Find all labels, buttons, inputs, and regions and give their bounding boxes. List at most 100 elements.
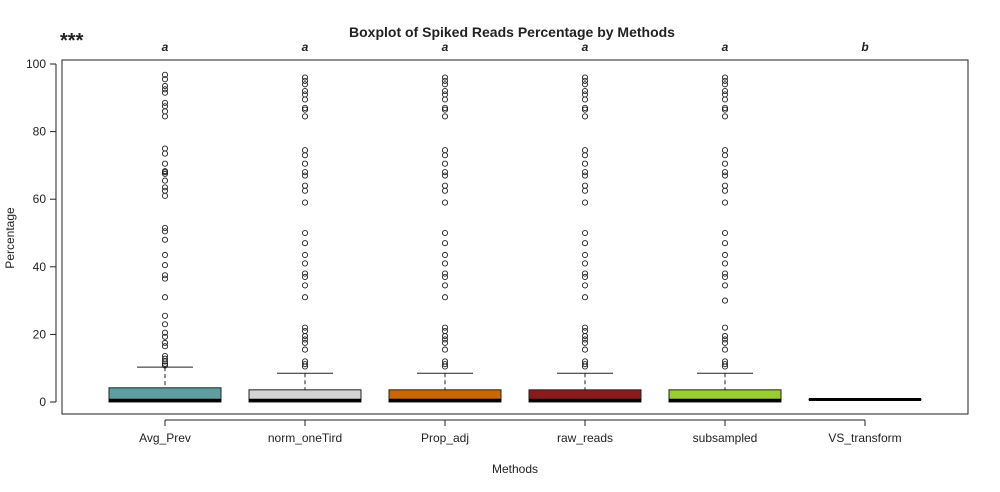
outlier-point	[301, 81, 309, 88]
outlier-point	[301, 104, 309, 111]
outlier-point	[301, 229, 309, 237]
outlier-point	[301, 106, 309, 113]
outlier-point	[441, 270, 449, 277]
group-letter: b	[861, 40, 868, 54]
outlier-point	[301, 260, 309, 267]
outlier-point	[581, 294, 589, 301]
outlier-point	[581, 187, 589, 194]
outlier-point	[721, 358, 729, 365]
y-tick-label: 20	[33, 327, 47, 341]
outlier-point	[581, 346, 589, 353]
outlier-point	[161, 329, 169, 336]
outlier-point	[721, 96, 729, 103]
outlier-point	[581, 270, 589, 277]
outlier-point	[301, 74, 309, 81]
outlier-point	[301, 361, 309, 368]
outlier-point	[581, 358, 589, 365]
outlier-point	[721, 339, 729, 346]
outlier-point	[161, 272, 169, 279]
outlier-point	[581, 160, 589, 167]
outlier-point	[721, 187, 729, 194]
outlier-point	[721, 324, 729, 331]
outlier-point	[301, 169, 309, 176]
outlier-point	[581, 152, 589, 159]
outlier-point	[301, 147, 309, 154]
outlier-point	[721, 297, 729, 304]
outlier-point	[581, 77, 589, 84]
outlier-point	[441, 361, 449, 368]
outlier-point	[161, 103, 169, 110]
outlier-point	[721, 336, 729, 343]
outlier-point	[441, 182, 449, 189]
outlier-point	[301, 182, 309, 189]
outlier-point	[581, 361, 589, 368]
outlier-point	[721, 282, 729, 289]
outlier-point	[441, 96, 449, 103]
outlier-point	[161, 89, 169, 96]
outlier-point	[581, 339, 589, 346]
outlier-point	[441, 358, 449, 365]
outlier-point	[581, 327, 589, 335]
outlier-point	[581, 229, 589, 237]
outlier-point	[161, 333, 169, 340]
outlier-point	[161, 170, 169, 177]
outlier-point	[581, 91, 589, 98]
outlier-point	[161, 145, 169, 152]
outlier-point	[161, 86, 169, 93]
outlier-point	[441, 169, 449, 176]
outlier-point	[161, 160, 169, 167]
y-axis-label: Percentage	[3, 207, 17, 269]
outlier-point	[721, 199, 729, 206]
y-tick-label: 40	[33, 260, 47, 274]
outlier-point	[441, 106, 449, 113]
outlier-point	[161, 251, 169, 259]
outlier-point	[301, 358, 309, 365]
outlier-point	[441, 336, 449, 343]
x-tick-label: norm_oneTird	[268, 431, 342, 445]
x-axis: Avg_Prev norm_oneTird Prop_adj raw_reads sub…	[139, 419, 902, 445]
outlier-point	[721, 172, 729, 179]
outlier-point	[441, 74, 449, 81]
box-group	[808, 397, 922, 401]
outlier-point	[721, 260, 729, 267]
outlier-point	[441, 260, 449, 267]
group-letter: a	[442, 40, 449, 54]
outlier-point	[161, 71, 169, 78]
outlier-point	[441, 81, 449, 88]
group-letter: a	[302, 40, 309, 54]
outlier-point	[161, 362, 169, 369]
outlier-point	[721, 270, 729, 277]
outlier-point	[581, 169, 589, 176]
outlier-point	[441, 91, 449, 98]
outlier-point	[721, 147, 729, 154]
outlier-point	[441, 104, 449, 111]
outlier-point	[441, 327, 449, 335]
outlier-point	[721, 160, 729, 167]
outlier-point	[161, 224, 169, 231]
outlier-point	[161, 228, 169, 235]
outlier-point	[301, 270, 309, 277]
y-tick-label: 0	[39, 395, 46, 409]
outlier-point	[161, 352, 169, 360]
outlier-point	[441, 324, 449, 331]
x-tick-label: Avg_Prev	[139, 431, 191, 445]
outlier-point	[441, 172, 449, 179]
outlier-point	[441, 113, 449, 120]
outlier-point	[301, 324, 309, 331]
outlier-point	[301, 160, 309, 167]
outlier-point	[441, 87, 449, 95]
outlier-point	[301, 339, 309, 346]
outlier-point	[721, 273, 729, 280]
outlier-point	[161, 192, 169, 199]
outlier-point	[581, 336, 589, 343]
y-tick-label: 100	[26, 57, 46, 71]
outlier-point	[161, 113, 169, 120]
outlier-point	[581, 172, 589, 179]
outlier-point	[301, 346, 309, 353]
outlier-point	[301, 91, 309, 98]
outlier-point	[441, 77, 449, 84]
outlier-point	[581, 182, 589, 189]
outlier-point	[301, 87, 309, 95]
plot-frame	[61, 59, 969, 415]
outlier-point	[721, 229, 729, 237]
